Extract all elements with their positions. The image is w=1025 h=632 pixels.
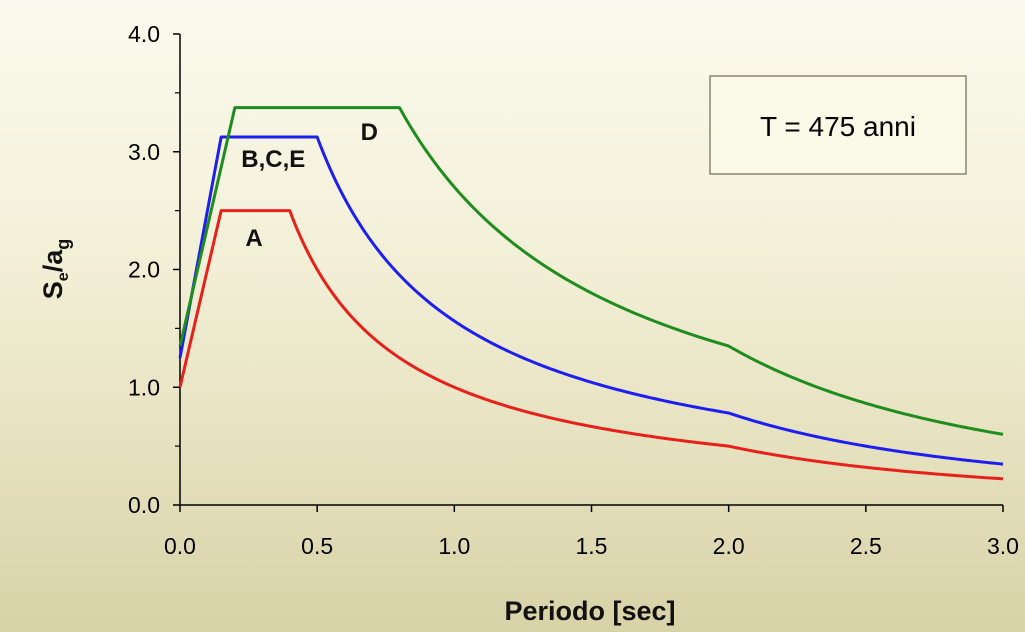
series-lines [178, 106, 1004, 481]
y-tick-label: 2.0 [128, 257, 160, 283]
series-line-a [178, 209, 1004, 481]
series-line-d [178, 106, 1004, 436]
y-tick-label: 0.0 [128, 492, 160, 518]
axes: 0.0 1.0 2.0 3.0 4.0 0.0 0.5 1.0 1.5 2.0 2.5 3.0 [128, 21, 1019, 559]
x-tick-label: 0.5 [301, 533, 333, 559]
series-label-a: A [245, 225, 262, 252]
x-tick-label: 2.5 [850, 533, 882, 559]
annotation-text: T = 475 anni [760, 111, 916, 142]
series-line-b-c-e [178, 135, 1004, 466]
y-tick-label: 4.0 [128, 21, 160, 47]
y-axis-title-sub1: e [55, 272, 72, 281]
y-tick-label: 1.0 [128, 374, 160, 400]
series-label-d: D [361, 119, 378, 146]
y-axis-title-sub2: g [53, 239, 73, 250]
series-label-b-c-e: B,C,E [241, 146, 305, 173]
x-axis-title: Periodo [sec] [504, 596, 675, 626]
y-axis-title-s: S [38, 281, 68, 299]
series-labels: A B,C,E D [241, 119, 378, 252]
x-tick-label: 0.0 [164, 533, 196, 559]
x-tick-label: 3.0 [987, 533, 1019, 559]
x-tick-label: 1.0 [438, 533, 470, 559]
y-axis-title: Se/ag [38, 239, 73, 299]
legend-box: T = 475 anni [709, 75, 967, 175]
y-axis-title-mid: /a [38, 249, 68, 273]
y-tick-label: 3.0 [128, 139, 160, 165]
x-tick-label: 2.0 [713, 533, 745, 559]
x-tick-label: 1.5 [576, 533, 608, 559]
